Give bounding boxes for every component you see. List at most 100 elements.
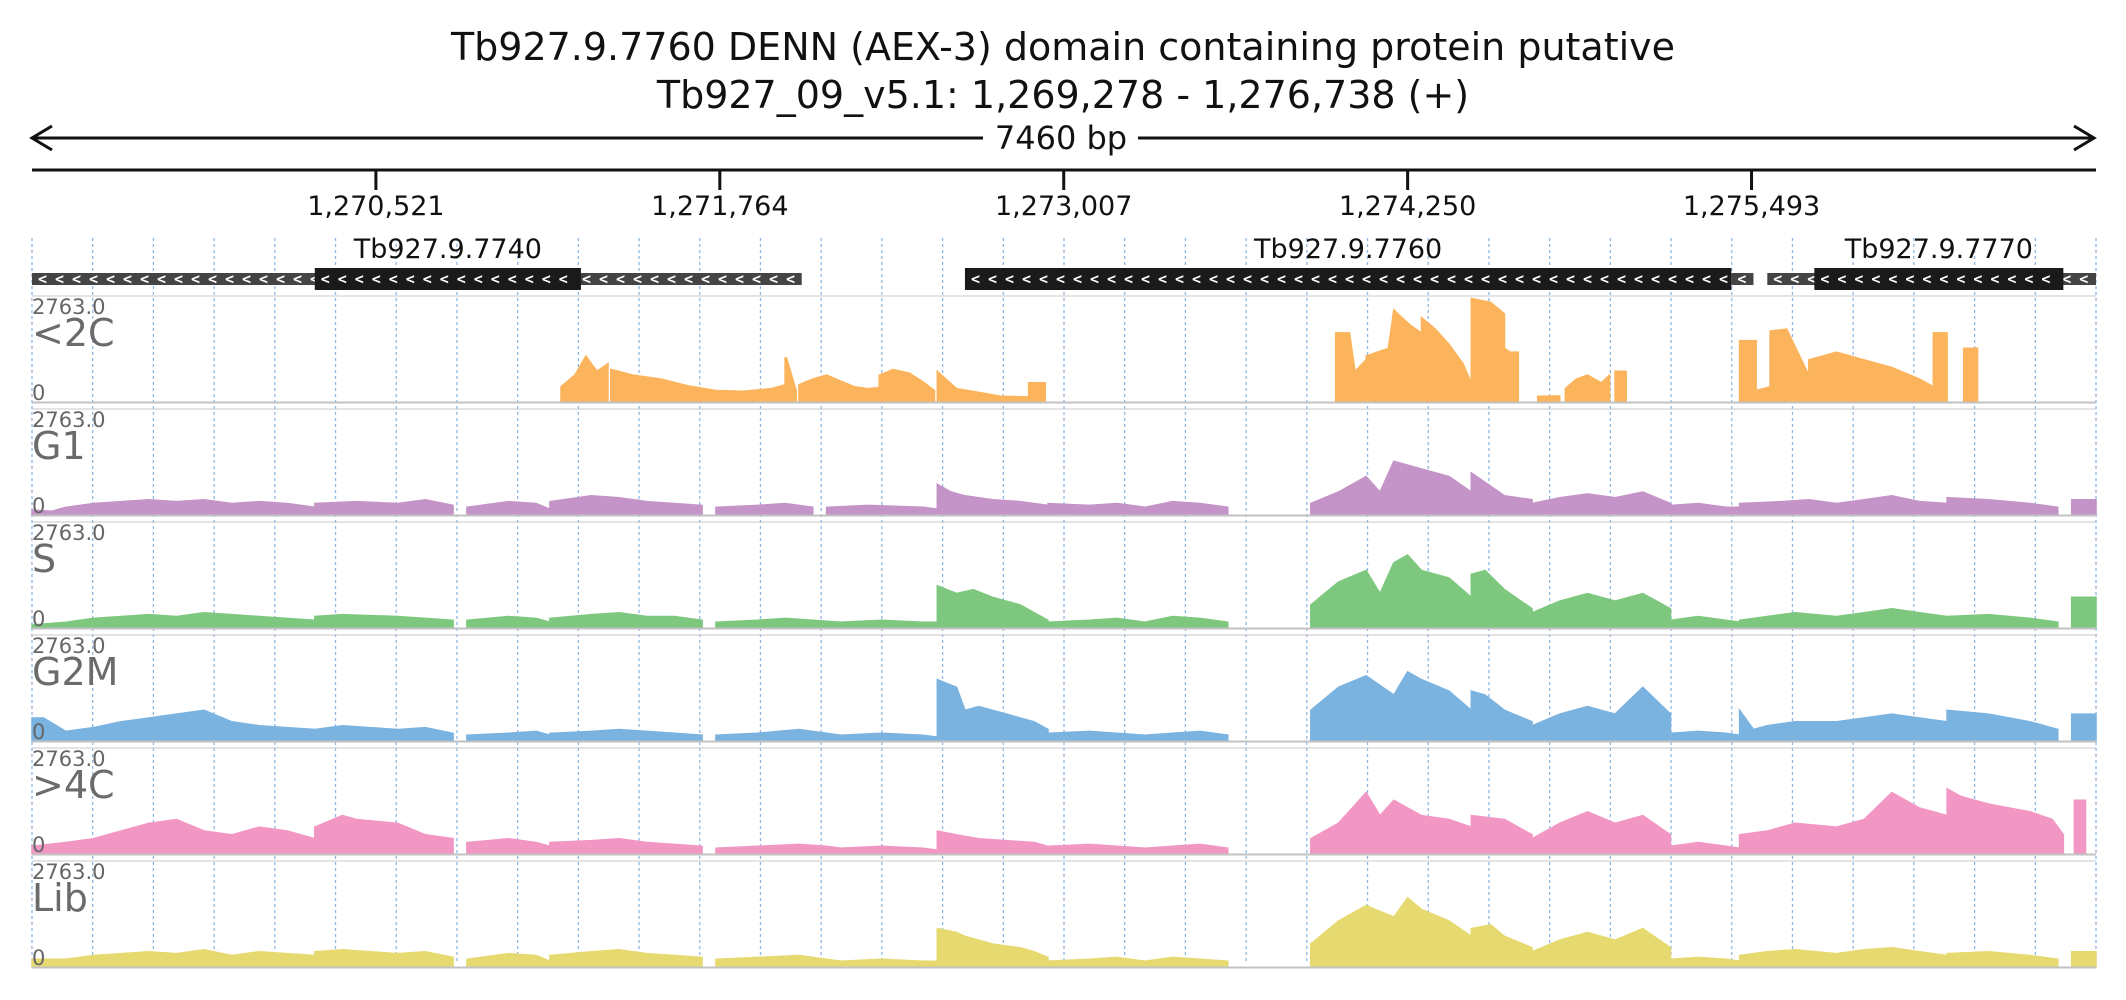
strand-chevron: <: [259, 270, 268, 288]
coverage-segment-4-11: [1669, 841, 1741, 855]
coverage-segment-3-10: [1531, 686, 1672, 742]
strand-chevron: <: [2062, 270, 2071, 288]
strand-chevron: <: [1226, 270, 1235, 288]
track-min-label: 0: [32, 946, 45, 970]
track-max-label: 2763.0: [32, 747, 105, 771]
coverage-track-2: 2763.0S 0: [31, 521, 2097, 631]
coverage-segment-1-12: [1738, 495, 1948, 516]
chart-title: Tb927.9.7760 DENN (AEX-3) domain contain…: [450, 25, 1675, 69]
strand-chevron: <: [2024, 270, 2033, 288]
strand-chevron: <: [559, 270, 568, 288]
track-name-label: <2C: [32, 311, 115, 355]
coverage-segment-4-9: [1470, 814, 1533, 855]
coverage-segment-0-9: [1365, 308, 1423, 403]
strand-chevron: <: [508, 270, 517, 288]
coverage-segment-3-1: [314, 724, 454, 742]
strand-chevron: <: [1807, 270, 1816, 288]
coverage-segment-5-7: [1047, 956, 1229, 968]
strand-chevron: <: [1922, 270, 1931, 288]
coverage-segment-0-11: [1470, 297, 1506, 403]
strand-chevron: <: [157, 270, 166, 288]
coverage-segment-5-11: [1669, 956, 1741, 968]
coverage-segment-1-4: [715, 502, 814, 516]
strand-chevron: <: [1464, 270, 1473, 288]
strand-chevron: <: [406, 270, 415, 288]
coverage-segment-2-6: [936, 584, 1049, 629]
coverage-segment-1-13: [1946, 496, 2059, 516]
strand-chevron: <: [1379, 270, 1388, 288]
strand-chevron: <: [1685, 270, 1694, 288]
coverage-segment-1-5: [825, 504, 939, 516]
strand-chevron: <: [355, 270, 364, 288]
strand-chevron: <: [1515, 270, 1524, 288]
coverage-segment-4-2: [466, 837, 551, 855]
axis-tick-label-3: 1,274,250: [1339, 191, 1476, 222]
coverage-segment-5-2: [466, 952, 551, 968]
strand-chevron: <: [1905, 270, 1914, 288]
coverage-segment-2-12: [1738, 608, 1948, 629]
strand-chevron: <: [1702, 270, 1711, 288]
strand-chevron: <: [1396, 270, 1405, 288]
strand-chevron: <: [1939, 270, 1948, 288]
track-min-label: 0: [32, 720, 45, 744]
track-name-label: S: [32, 537, 56, 581]
strand-chevron: <: [1005, 270, 1014, 288]
strand-chevron: <: [72, 270, 81, 288]
track-min-label: 0: [32, 833, 45, 857]
coverage-segment-3-6: [936, 678, 1049, 742]
coverage-segment-3-5: [839, 732, 939, 742]
strand-chevron: <: [1362, 270, 1371, 288]
strand-chevron: <: [542, 270, 551, 288]
coverage-segment-1-10: [1531, 491, 1672, 516]
coverage-segment-0-2: [784, 357, 797, 403]
strand-chevron: <: [1481, 270, 1490, 288]
coverage-segment-2-7: [1047, 615, 1229, 629]
coverage-segment-0-3: [798, 374, 880, 403]
strand-chevron: <: [988, 270, 997, 288]
coverage-segment-4-7: [1047, 843, 1229, 855]
coverage-tracks: 2763.0<2C02763.0G102763.0S02763.0G2M0276…: [31, 295, 2097, 970]
strand-chevron: <: [1719, 270, 1728, 288]
span-bp-label: 7460 bp: [995, 119, 1127, 157]
strand-chevron: <: [372, 270, 381, 288]
coverage-segment-0-1: [610, 368, 786, 403]
coverage-segment-1-11: [1669, 502, 1741, 516]
strand-chevron: <: [1141, 270, 1150, 288]
vertical-gridlines: [31, 238, 2097, 964]
axis-tick-label-2: 1,273,007: [995, 191, 1132, 222]
strand-chevron: <: [1090, 270, 1099, 288]
strand-chevron: <: [89, 270, 98, 288]
axis-tick-label-0: 1,270,521: [307, 191, 444, 222]
coverage-segment-1-6: [936, 483, 1049, 516]
coverage-segment-4-3: [549, 837, 703, 855]
strand-chevron: <: [1790, 270, 1799, 288]
coverage-segment-0-18: [1769, 328, 1810, 403]
gene-label-1: Tb927.9.7740: [353, 234, 542, 265]
strand-chevron: <: [525, 270, 534, 288]
strand-chevron: <: [1956, 270, 1965, 288]
track-max-label: 2763.0: [32, 408, 105, 432]
strand-chevron: <: [1158, 270, 1167, 288]
coverage-segment-2-4: [715, 617, 842, 629]
coverage-segment-5-8: [1310, 896, 1473, 968]
gene-feature-5: < < < < < < < < < < < < < < Tb927.9.7770: [1814, 234, 2064, 290]
strand-chevron: <: [1430, 270, 1439, 288]
strand-chevron: <: [423, 270, 432, 288]
coverage-segment-0-7: [1027, 382, 1046, 403]
strand-chevron: <: [2041, 270, 2050, 288]
strand-chevron: <: [1990, 270, 1999, 288]
strand-chevron: <: [769, 270, 778, 288]
strand-chevron: <: [276, 270, 285, 288]
coverage-segment-2-11: [1669, 615, 1741, 629]
gene-body: [1814, 268, 2064, 290]
coverage-segment-4-5: [839, 845, 939, 855]
strand-chevron: <: [242, 270, 251, 288]
coverage-segment-4-13: [1946, 787, 2065, 855]
coverage-segment-0-12: [1503, 346, 1520, 403]
coverage-segment-5-4: [715, 954, 842, 968]
strand-chevron: <: [191, 270, 200, 288]
track-min-label: 0: [32, 607, 45, 631]
strand-chevron: <: [1634, 270, 1643, 288]
